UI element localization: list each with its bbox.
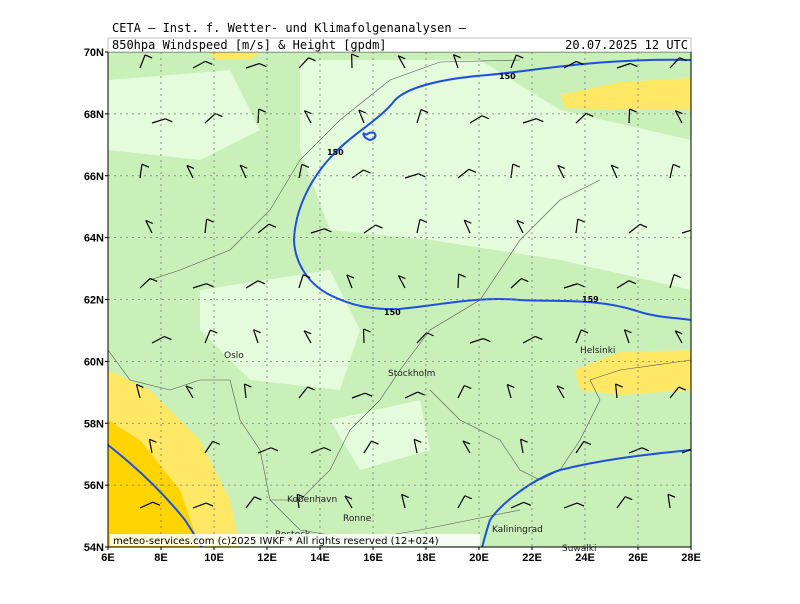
city-label: Helsinki xyxy=(580,346,615,356)
contour-label: 150 xyxy=(384,308,401,317)
lon-label: 16E xyxy=(363,552,383,564)
city-label: Oslo xyxy=(224,351,244,361)
lon-label: 28E xyxy=(681,552,701,564)
city-label: Ronne xyxy=(343,514,372,524)
barb-staff xyxy=(629,109,630,123)
barb-staff xyxy=(458,274,459,288)
contour-label: 150 xyxy=(499,72,516,81)
lon-label: 26E xyxy=(628,552,648,564)
header-subtitle: 850hpa Windspeed [m/s] & Height [gpdm] xyxy=(112,38,387,52)
header-title: CETA – Inst. f. Wetter- und Klimafolgena… xyxy=(112,21,467,35)
lat-label: 56N xyxy=(84,480,104,492)
lat-label: 70N xyxy=(84,47,104,59)
lon-label: 12E xyxy=(257,552,277,564)
lon-label: 8E xyxy=(154,552,167,564)
lon-label: 18E xyxy=(416,552,436,564)
city-label: Stockholm xyxy=(388,369,435,379)
footer-credit: meteo-services.com (c)2025 IWKF * All ri… xyxy=(113,536,439,547)
barb-staff xyxy=(258,109,259,123)
lat-label: 64N xyxy=(84,233,104,245)
city-label: Kaliningrad xyxy=(492,525,543,535)
lat-label: 68N xyxy=(84,109,104,121)
city-label: Kobenhavn xyxy=(287,495,337,505)
contour-label: 150 xyxy=(327,148,344,157)
lon-label: 6E xyxy=(101,552,114,564)
lat-label: 66N xyxy=(84,171,104,183)
contour-label: 159 xyxy=(582,295,599,304)
lat-label: 58N xyxy=(84,418,104,430)
lon-label: 22E xyxy=(522,552,542,564)
barb-flag xyxy=(695,229,702,232)
header-datetime: 20.07.2025 12 UTC xyxy=(565,38,688,52)
lon-label: 14E xyxy=(310,552,330,564)
lat-label: 60N xyxy=(84,356,104,368)
lon-label: 24E xyxy=(575,552,595,564)
lon-label: 10E xyxy=(204,552,224,564)
map-area xyxy=(108,52,702,547)
lat-label: 62N xyxy=(84,295,104,307)
barb-flag xyxy=(695,448,702,451)
lon-label: 20E xyxy=(469,552,489,564)
